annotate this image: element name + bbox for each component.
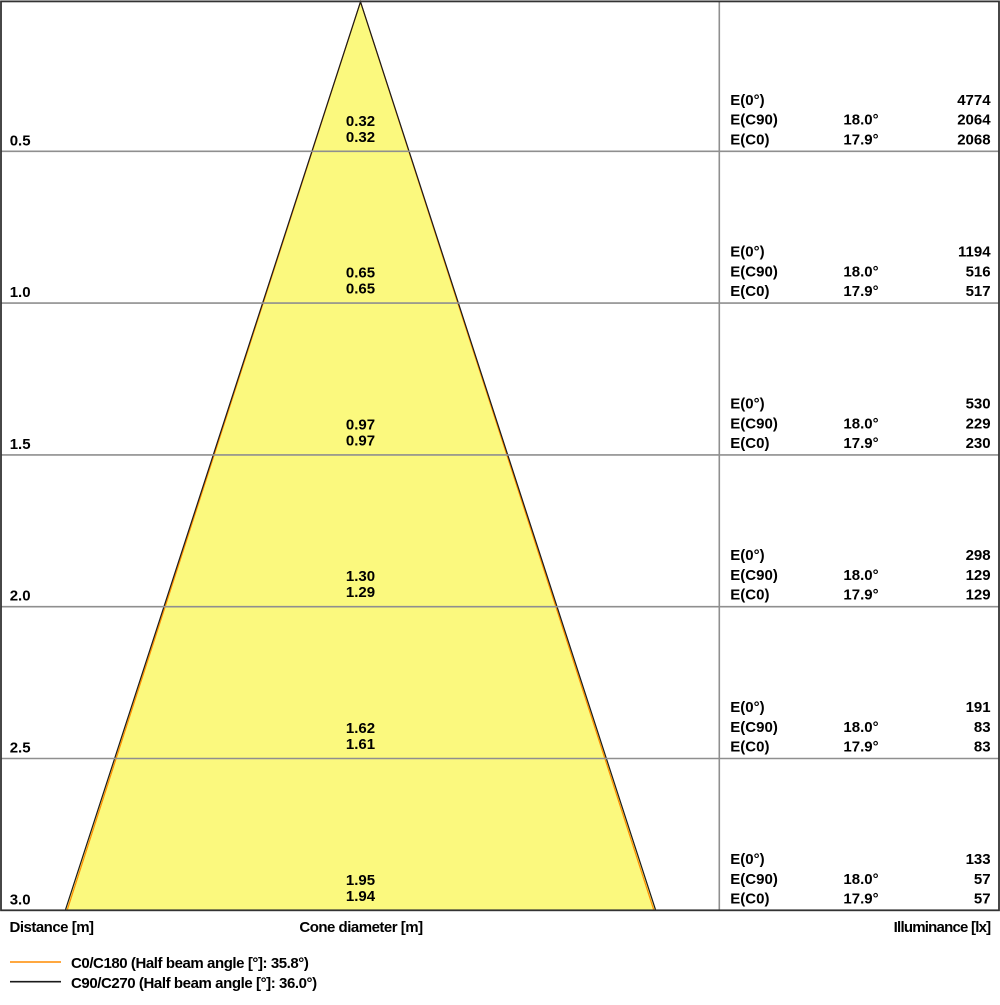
svg-text:530: 530 [966,395,991,412]
svg-text:C90/C270 (Half beam angle [°]:: C90/C270 (Half beam angle [°]: 36.0°) [71,975,317,992]
svg-text:298: 298 [966,547,991,564]
svg-text:17.9°: 17.9° [843,587,878,604]
svg-text:17.9°: 17.9° [843,283,878,300]
svg-text:E(C90): E(C90) [730,567,778,584]
svg-text:E(C0): E(C0) [730,283,769,300]
svg-text:E(C0): E(C0) [730,587,769,604]
svg-text:57: 57 [974,891,991,908]
svg-text:1194: 1194 [958,244,991,261]
svg-text:E(C90): E(C90) [730,871,778,888]
svg-text:18.0°: 18.0° [843,415,878,432]
svg-text:2.5: 2.5 [10,740,31,757]
svg-text:4774: 4774 [957,92,991,109]
svg-text:Illuminance [lx]: Illuminance [lx] [894,919,991,936]
svg-text:E(C0): E(C0) [730,739,769,756]
svg-text:E(C90): E(C90) [730,264,778,281]
svg-text:1.62: 1.62 [346,720,375,737]
svg-text:1.0: 1.0 [10,284,31,301]
svg-text:E(0°): E(0°) [730,851,764,868]
svg-text:E(C90): E(C90) [730,415,778,432]
svg-text:E(C0): E(C0) [730,435,769,452]
svg-text:0.5: 0.5 [10,132,31,149]
svg-text:1.29: 1.29 [346,584,375,601]
svg-text:E(0°): E(0°) [730,92,764,109]
svg-text:17.9°: 17.9° [843,435,878,452]
svg-text:Cone diameter [m]: Cone diameter [m] [299,919,423,936]
svg-text:0.32: 0.32 [346,113,375,130]
svg-text:129: 129 [966,587,991,604]
svg-text:1.95: 1.95 [346,872,375,889]
svg-text:E(0°): E(0°) [730,547,764,564]
svg-text:2064: 2064 [957,112,991,129]
svg-text:0.97: 0.97 [346,416,375,433]
svg-text:18.0°: 18.0° [843,112,878,129]
svg-text:C0/C180 (Half beam angle [°]:: C0/C180 (Half beam angle [°]: 35.8°) [71,955,309,972]
svg-text:17.9°: 17.9° [843,131,878,148]
svg-text:17.9°: 17.9° [843,891,878,908]
svg-text:1.30: 1.30 [346,568,375,585]
svg-text:E(0°): E(0°) [730,395,764,412]
svg-text:E(C0): E(C0) [730,131,769,148]
svg-text:18.0°: 18.0° [843,567,878,584]
svg-text:1.61: 1.61 [346,736,375,753]
svg-text:Distance [m]: Distance [m] [10,919,95,936]
svg-text:57: 57 [974,871,991,888]
svg-text:229: 229 [966,415,991,432]
svg-text:0.65: 0.65 [346,281,375,298]
svg-text:18.0°: 18.0° [843,264,878,281]
svg-text:E(0°): E(0°) [730,244,764,261]
svg-text:18.0°: 18.0° [843,871,878,888]
svg-text:E(0°): E(0°) [730,699,764,716]
svg-text:0.65: 0.65 [346,265,375,282]
svg-text:1.5: 1.5 [10,436,31,453]
svg-text:517: 517 [966,283,991,300]
svg-text:0.97: 0.97 [346,432,375,449]
svg-text:133: 133 [966,851,991,868]
svg-text:2068: 2068 [957,131,990,148]
svg-text:E(C0): E(C0) [730,891,769,908]
svg-text:83: 83 [974,719,991,736]
svg-text:2.0: 2.0 [10,588,31,605]
svg-text:17.9°: 17.9° [843,739,878,756]
svg-text:230: 230 [966,435,991,452]
svg-text:129: 129 [966,567,991,584]
svg-text:516: 516 [966,264,991,281]
svg-text:E(C90): E(C90) [730,719,778,736]
svg-text:83: 83 [974,739,991,756]
svg-text:E(C90): E(C90) [730,112,778,129]
svg-text:3.0: 3.0 [10,892,31,909]
svg-text:18.0°: 18.0° [843,719,878,736]
svg-text:0.32: 0.32 [346,129,375,146]
svg-text:191: 191 [966,699,991,716]
svg-text:1.94: 1.94 [346,888,376,905]
